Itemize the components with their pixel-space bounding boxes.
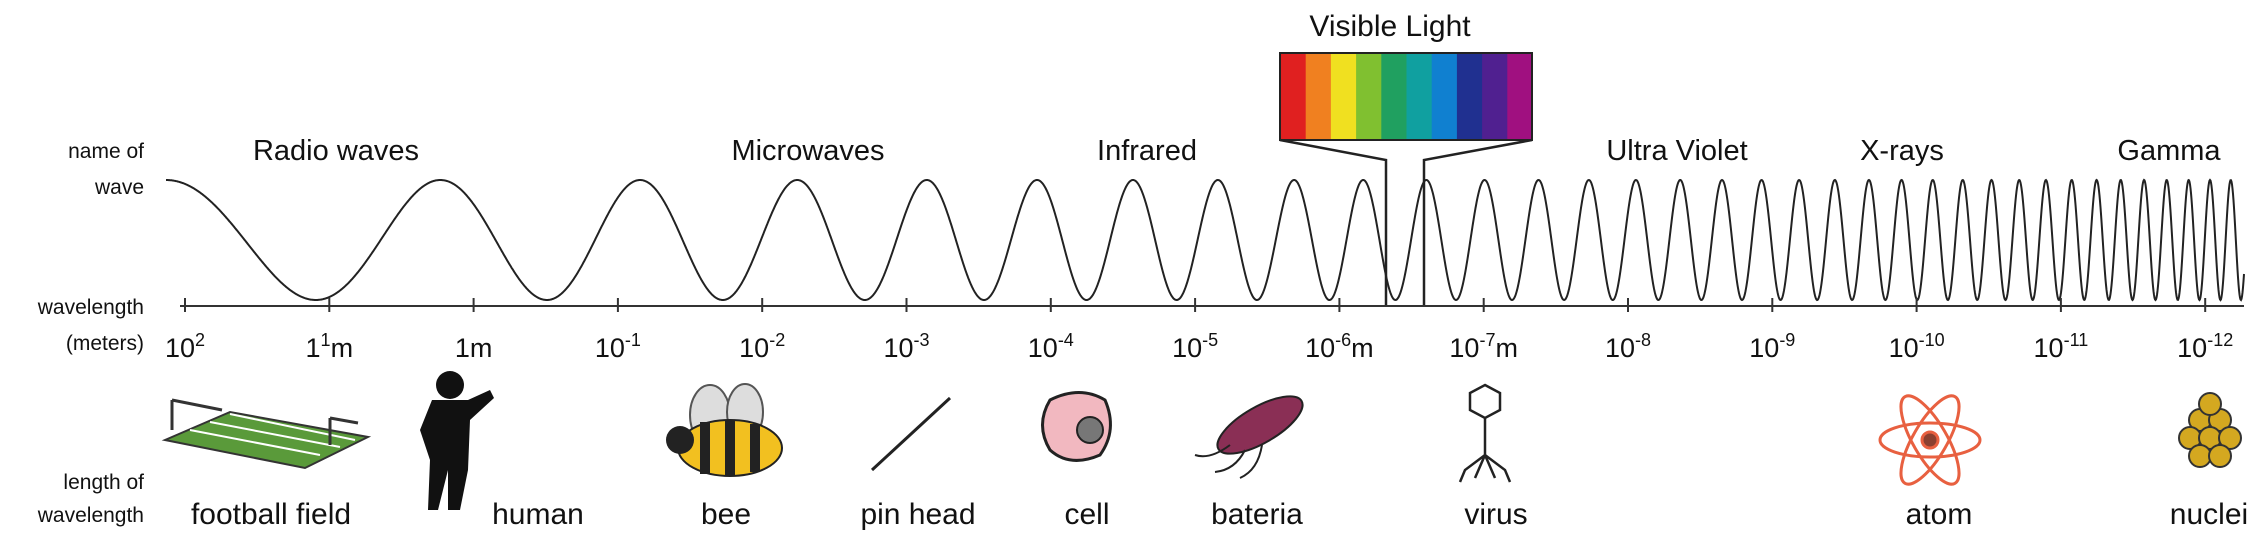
wave-name: Ultra Violet <box>1606 135 1747 167</box>
scale-label: 10-7m <box>1449 330 1518 363</box>
scale-label: 10-1 <box>595 330 641 363</box>
scale-label-text: 10 <box>1605 333 1635 363</box>
spectrum-band <box>1431 53 1457 140</box>
side-label: name of <box>68 140 144 163</box>
scale-label-text: 10 <box>595 333 625 363</box>
scale-label-sup: -8 <box>1635 330 1651 350</box>
spectrum-band <box>1456 53 1483 140</box>
spectrum-band <box>1330 53 1357 140</box>
scale-label-sup: -5 <box>1202 330 1218 350</box>
scale-label: 10-9 <box>1749 330 1795 363</box>
spectrum-band <box>1355 53 1382 140</box>
object-label: pin head <box>860 498 975 531</box>
cell-icon <box>1041 391 1112 462</box>
side-label: (meters) <box>66 332 144 355</box>
nucleus-icon <box>2178 392 2242 468</box>
spectrum-band <box>1406 53 1432 140</box>
scale-label-text: 10 <box>883 333 913 363</box>
side-label: wavelength <box>37 296 144 319</box>
wave-name: Infrared <box>1097 135 1197 167</box>
scale-label: 10-5 <box>1172 330 1218 363</box>
wave-name: Radio waves <box>253 135 419 167</box>
object-label: atom <box>1906 498 1973 531</box>
virus-icon <box>1458 383 1512 483</box>
scale-label-sup: -3 <box>914 330 930 350</box>
pin-head-icon <box>870 396 952 472</box>
object-label: human <box>492 498 584 531</box>
spectrum-band <box>1380 53 1407 140</box>
scale-label-sup: -4 <box>1058 330 1074 350</box>
scale-label-unit: m <box>331 333 354 363</box>
scale-label-text: 10 <box>165 333 195 363</box>
object-label: bee <box>701 498 751 531</box>
scale-label: 10-10 <box>1889 330 1945 363</box>
scale-label-text: 10 <box>1449 333 1479 363</box>
scale-label-text: 10 <box>1749 333 1779 363</box>
scale-label-sup: -11 <box>2064 330 2089 350</box>
spectrum-band <box>1280 53 1306 140</box>
scale-label-sup: -6 <box>1335 330 1351 350</box>
object-label: cell <box>1064 498 1109 531</box>
side-label: wavelength <box>37 504 144 527</box>
atom-icon <box>1878 394 1982 486</box>
scale-label: 10-3 <box>883 330 929 363</box>
nucleon <box>2218 426 2242 450</box>
scale-label-sup: -2 <box>769 330 785 350</box>
scale-label-sup: 1 <box>321 330 331 350</box>
scale-label-unit: m <box>1495 333 1518 363</box>
scale-label-text: 10 <box>1028 333 1058 363</box>
visible-spectrum <box>1279 52 1533 141</box>
scale-label-text: 1m <box>455 333 493 363</box>
scale-label-sup: -12 <box>2207 330 2233 350</box>
wave-name: Microwaves <box>731 135 884 167</box>
object-label: bateria <box>1211 498 1303 531</box>
scale-label-text: 10 <box>1889 333 1919 363</box>
nucleon <box>2188 444 2212 468</box>
visible-funnel <box>1279 138 1533 306</box>
scale-label: 1m <box>455 333 493 363</box>
scale-label-unit: m <box>1351 333 1374 363</box>
scale-label-sup: -9 <box>1779 330 1795 350</box>
scale-label-sup: -1 <box>625 330 641 350</box>
wave-name: X-rays <box>1860 135 1944 167</box>
scale-label: 10-8 <box>1605 330 1651 363</box>
object-label: virus <box>1464 498 1527 531</box>
bee-icon <box>666 383 783 477</box>
scale-label-text: 10 <box>739 333 769 363</box>
scale-label-text: 10 <box>1172 333 1202 363</box>
side-label: wave <box>94 176 144 199</box>
nucleon <box>2208 444 2232 468</box>
visible-light-label: Visible Light <box>1309 10 1471 43</box>
scale-label-text: 10 <box>2034 333 2064 363</box>
scale-label-text: 1 <box>306 333 321 363</box>
scale-label: 11m <box>306 330 354 363</box>
human-icon <box>420 371 494 510</box>
scale-label: 10-6m <box>1305 330 1374 363</box>
scale-label-text: 10 <box>2177 333 2207 363</box>
spectrum-band <box>1305 53 1331 140</box>
scale-label-text: 10 <box>1305 333 1335 363</box>
bacteria-icon <box>1194 395 1304 479</box>
scale-label: 10-2 <box>739 330 785 363</box>
scale-label: 10-11 <box>2034 330 2089 363</box>
scale-label: 102 <box>165 330 205 363</box>
scale-label-sup: -7 <box>1479 330 1495 350</box>
spectrum-band <box>1481 53 1508 140</box>
side-label: length of <box>63 471 144 494</box>
football-field-icon <box>161 398 372 470</box>
spectrum-band <box>1506 53 1533 140</box>
object-label: nuclei <box>2170 498 2248 531</box>
scale-label: 10-12 <box>2177 330 2233 363</box>
nucleon <box>2198 392 2222 416</box>
wave-name: Gamma <box>2117 135 2221 167</box>
scale-label: 10-4 <box>1028 330 1074 363</box>
scale-label-sup: -10 <box>1919 330 1945 350</box>
scale-label-sup: 2 <box>195 330 205 350</box>
wave <box>166 178 2245 302</box>
object-label: football field <box>191 498 351 531</box>
